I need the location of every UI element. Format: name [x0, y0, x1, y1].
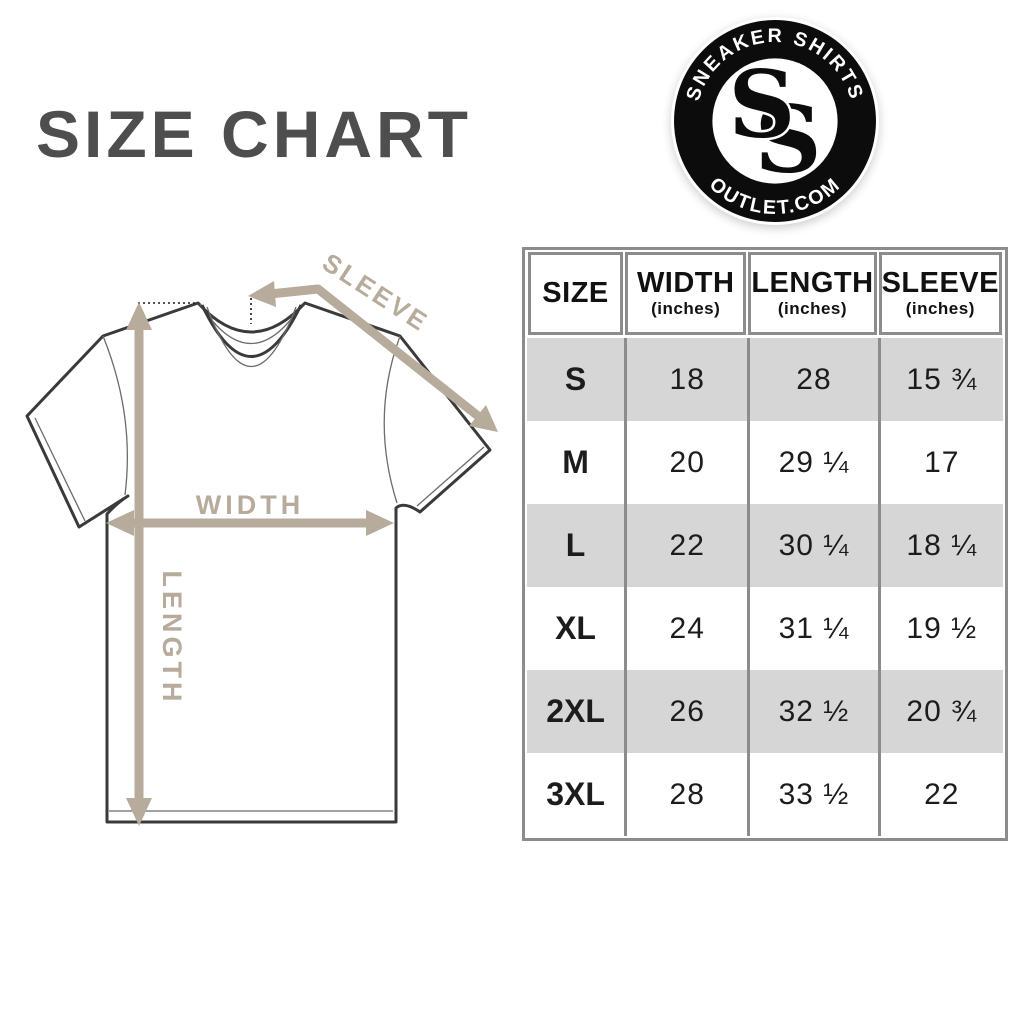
- table-cell-size-row-L: L: [527, 504, 625, 587]
- left-sleeve-seam: [102, 335, 129, 496]
- tshirt-diagram: WIDTH LENGTH SLEEVE: [0, 240, 520, 860]
- table-cell-width-row-3XL: 28: [624, 753, 748, 836]
- length-arrow: [126, 302, 152, 826]
- table-cell-sleeve-row-2XL: 20 ¾: [877, 670, 1003, 753]
- table-cell-sleeve-row-L: 18 ¼: [877, 504, 1003, 587]
- table-cell-size-row-2XL: 2XL: [527, 670, 625, 753]
- table-cell-width-row-XL: 24: [624, 587, 748, 670]
- collar-neckline: [200, 304, 303, 358]
- table-cell-sleeve-row-XL: 19 ½: [877, 587, 1003, 670]
- table-header-cell-width: WIDTH (inches): [625, 252, 747, 335]
- header-label: WIDTH: [636, 267, 735, 300]
- table-cell-size-row-XL: XL: [527, 587, 625, 670]
- table-cell-width-row-S: 18: [624, 338, 748, 421]
- table-cell-width-row-2XL: 26: [624, 670, 748, 753]
- table-cell-size-row-S: S: [527, 338, 625, 421]
- header-label: LENGTH: [751, 267, 874, 300]
- right-sleeve-seam: [383, 335, 401, 504]
- logo-monogram: S S: [726, 47, 822, 194]
- page-title: SIZE CHART: [36, 97, 472, 171]
- header-label: SIZE: [542, 277, 609, 310]
- brand-logo-badge: SNEAKER SHIRTS OUTLET.COM S S: [674, 20, 876, 222]
- table-cell-width-row-L: 22: [624, 504, 748, 587]
- table-cell-length-row-L: 30 ¼: [747, 504, 878, 587]
- header-sublabel: (inches): [651, 298, 721, 318]
- table-cell-sleeve-row-3XL: 22: [877, 753, 1003, 836]
- monogram-s-back: S: [755, 85, 822, 194]
- sleeve-arrow: [248, 281, 498, 432]
- right-sleeve-hem-line: [416, 446, 485, 507]
- header-sublabel: (inches): [777, 298, 848, 318]
- table-cell-length-row-S: 28: [747, 338, 878, 421]
- header-sublabel: (inches): [905, 298, 975, 318]
- width-label: WIDTH: [196, 490, 304, 520]
- table-cell-length-row-XL: 31 ¼: [747, 587, 878, 670]
- length-label: LENGTH: [157, 571, 187, 706]
- table-cell-sleeve-row-S: 15 ¾: [877, 338, 1003, 421]
- table-cell-width-row-M: 20: [624, 421, 748, 504]
- tshirt-outline: [25, 301, 492, 824]
- size-table: SIZE WIDTH (inches) LENGTH (inches) SLEEVE (in…: [522, 247, 1008, 841]
- table-cell-length-row-3XL: 33 ½: [747, 753, 878, 836]
- logo-inner-circle: [712, 58, 838, 184]
- table-header-cell-sleeve: SLEEVE (inches): [878, 252, 1002, 335]
- monogram-s-front: S: [728, 49, 795, 158]
- width-arrow: [106, 510, 394, 536]
- table-header-cell-size: SIZE: [528, 252, 624, 335]
- left-sleeve-hem-line: [34, 417, 86, 522]
- table-header-cell-length: LENGTH (inches): [748, 252, 877, 335]
- header-label: SLEEVE: [881, 267, 999, 300]
- collar-line-inner: [206, 306, 297, 367]
- table-cell-size-row-M: M: [527, 421, 625, 504]
- brand-logo: SNEAKER SHIRTS OUTLET.COM S S: [671, 17, 879, 225]
- table-cell-sleeve-row-M: 17: [877, 421, 1003, 504]
- table-cell-length-row-2XL: 32 ½: [747, 670, 878, 753]
- table-cell-length-row-M: 29 ¼: [747, 421, 878, 504]
- table-cell-size-row-3XL: 3XL: [527, 753, 625, 836]
